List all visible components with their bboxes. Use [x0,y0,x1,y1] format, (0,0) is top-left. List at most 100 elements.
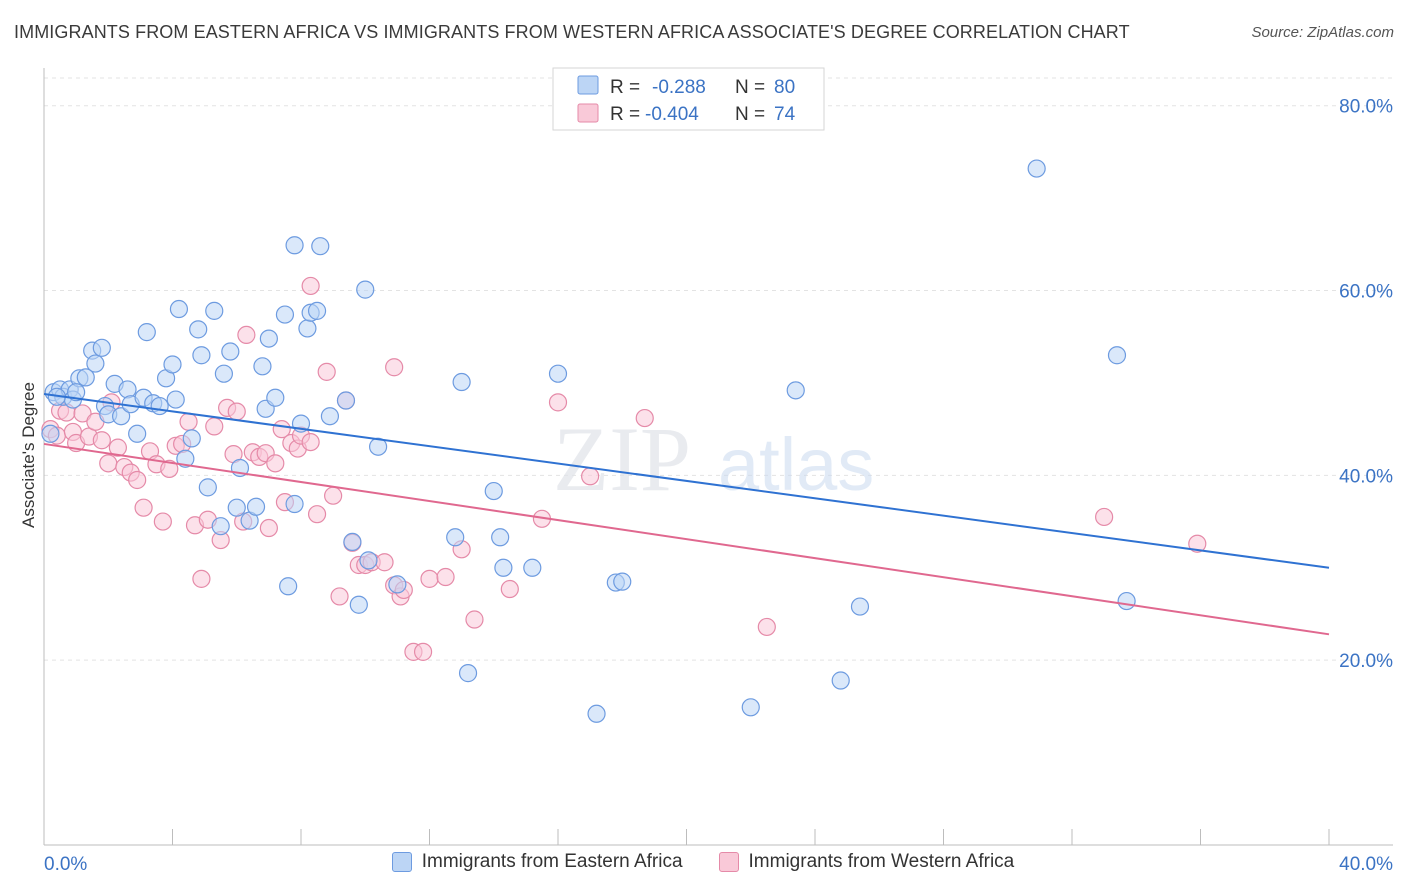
western-africa-point-70 [757,617,776,637]
eastern-africa-point-35 [227,498,246,517]
axes [43,68,1393,846]
western-africa-point-47 [317,362,336,381]
eastern-africa-point-42 [266,388,285,407]
legend-n-value-1: 80 [774,77,795,98]
y-tick-label-2: 60.0% [1339,282,1393,303]
eastern-africa-point-19 [137,323,156,342]
eastern-africa-point-44 [279,577,298,596]
western-africa-point-62 [436,567,455,587]
eastern-africa-point-29 [192,346,211,365]
eastern-africa-point-62 [458,664,478,683]
eastern-africa-point-27 [182,429,201,448]
legend-item-eastern: Immigrants from Eastern Africa [391,851,683,873]
western-africa-point-45 [301,276,320,296]
eastern-africa-point-7 [76,368,95,387]
eastern-africa-point-34 [221,342,240,361]
western-africa-point-44 [301,432,320,452]
western-africa-point-20 [160,459,179,478]
eastern-africa-point-55 [349,595,368,614]
y-tick-labels: 20.0% 40.0% 60.0% 80.0% [1339,97,1393,672]
eastern-africa-point-23 [163,355,182,374]
legend-n-label-2: N = [735,104,765,125]
western-africa-point-71 [1095,507,1114,527]
trend-line-western-africa [43,442,1330,636]
eastern-africa-point-43 [275,305,295,324]
eastern-africa-point-67 [548,364,568,383]
series-legend: Immigrants from Eastern Africa Immigrant… [0,851,1406,873]
western-africa-point-49 [330,587,349,606]
eastern-africa-point-79 [67,383,86,402]
trend-lines [43,393,1330,636]
watermark: ZIP atlas [553,408,874,510]
legend-swatch-eastern [577,75,599,95]
series-eastern-africa-points [41,159,1136,723]
eastern-africa-point-39 [253,357,272,376]
western-africa-point-27 [205,417,224,436]
western-africa-point-72 [1188,534,1207,553]
eastern-africa-point-24 [166,390,185,409]
eastern-africa-point-72 [786,381,805,400]
eastern-africa-point-30 [198,478,217,497]
western-africa-point-38 [266,454,285,473]
x-tick-label-min: 0.0% [44,854,87,875]
western-africa-point-15 [128,470,147,490]
eastern-africa-point-52 [320,407,340,426]
western-africa-point-9 [92,431,111,450]
legend-r-value-1: -0.288 [652,77,706,98]
western-africa-point-19 [153,512,172,531]
western-africa-point-10 [99,454,118,473]
eastern-africa-point-56 [356,280,375,299]
eastern-africa-point-32 [211,517,230,536]
eastern-africa-point-46 [285,236,304,255]
eastern-africa-point-48 [298,319,317,338]
eastern-africa-point-73 [831,671,850,690]
western-africa-point-69 [635,408,654,428]
legend-r-label-1: R = [610,77,640,98]
eastern-africa-point-45 [285,494,304,514]
western-africa-point-16 [134,498,153,517]
eastern-africa-point-41 [259,329,278,348]
eastern-africa-point-71 [741,698,760,717]
eastern-africa-point-33 [214,364,233,383]
legend-r-label-2: R = [610,104,640,125]
correlation-legend: R = -0.288 N = 80 R = -0.404 N = 74 [552,67,825,131]
eastern-africa-point-50 [307,301,327,320]
western-africa-point-25 [192,569,211,588]
western-africa-point-33 [237,325,256,344]
legend-r-value-2: -0.404 [645,104,699,125]
chart-source: Source: ZipAtlas.com [1251,24,1394,41]
eastern-africa-point-31 [205,301,224,320]
western-africa-point-48 [324,486,343,505]
eastern-africa-point-54 [343,532,362,551]
western-africa-point-65 [500,579,519,599]
x-tick-labels: 0.0% 40.0% [44,854,1393,875]
trend-line-eastern-africa [43,393,1330,569]
eastern-africa-point-75 [1027,159,1046,178]
eastern-africa-point-77 [1117,591,1136,611]
eastern-africa-point-60 [446,528,465,547]
legend-swatch-western [577,103,599,123]
eastern-africa-point-10 [92,338,111,357]
eastern-africa-point-17 [128,424,147,443]
legend-swatch-western-africa [718,852,739,872]
eastern-africa-point-21 [150,396,169,416]
eastern-africa-point-61 [452,372,471,392]
western-africa-point-60 [413,642,433,661]
western-africa-point-12 [108,438,127,457]
y-tick-label-3: 80.0% [1339,97,1393,118]
legend-label-western-africa: Immigrants from Western Africa [748,851,1015,872]
eastern-africa-point-53 [336,391,356,410]
eastern-africa-point-26 [176,449,195,468]
western-africa-point-46 [307,505,327,524]
y-tick-label-1: 40.0% [1339,466,1393,487]
eastern-africa-point-68 [587,704,606,723]
western-africa-point-31 [227,402,246,421]
chart-title: IMMIGRANTS FROM EASTERN AFRICA VS IMMIGR… [14,22,1130,42]
legend-n-label-1: N = [735,77,765,98]
x-tick-label-max: 40.0% [1339,854,1393,875]
legend-label-eastern-africa: Immigrants from Eastern Africa [421,851,683,872]
western-africa-point-67 [548,393,568,412]
western-africa-point-64 [465,610,484,629]
eastern-africa-point-15 [118,380,137,399]
watermark-zip: ZIP [553,408,691,510]
